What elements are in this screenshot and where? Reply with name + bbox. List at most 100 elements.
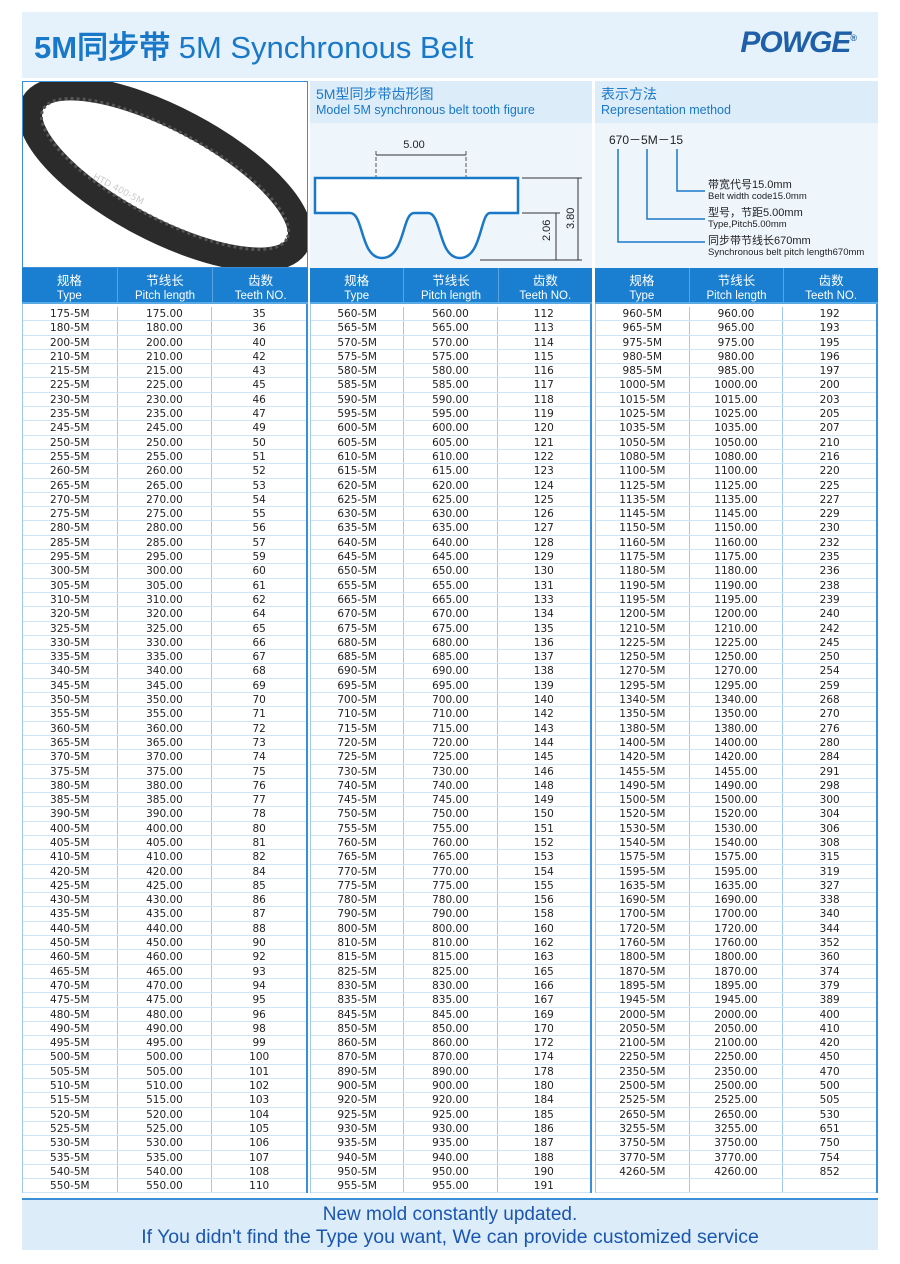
pitch-length-cell: 255.00 xyxy=(118,449,213,464)
pitch-length-cell: 625.00 xyxy=(404,492,498,507)
table-row: 230-5M 230.00 46 xyxy=(23,392,306,408)
type-cell: 430-5M xyxy=(23,893,118,907)
type-cell: 975-5M xyxy=(596,335,690,349)
table-row: 515-5M 515.00 103 xyxy=(23,1093,306,1108)
pitch-length-cell: 950.00 xyxy=(404,1164,498,1179)
type-cell: 1195-5M xyxy=(596,592,690,607)
type-cell: 500-5M xyxy=(23,1050,118,1064)
page-header: 5M同步带 5M Synchronous Belt POWGE® xyxy=(22,12,878,78)
table-row: 1945-5M 1945.00 389 xyxy=(596,993,876,1008)
teeth-cell: 84 xyxy=(252,865,266,878)
teeth-cell: 42 xyxy=(252,350,266,363)
rep-width-cn: 带宽代号15.0mm xyxy=(708,179,792,191)
teeth-cell: 117 xyxy=(533,379,554,392)
type-cell: 260-5M xyxy=(23,464,118,478)
teeth-cell: 291 xyxy=(819,765,840,778)
type-cell: 1125-5M xyxy=(596,478,690,492)
pitch-length-cell: 470.00 xyxy=(118,978,213,993)
table-row: 355-5M 355.00 71 xyxy=(23,707,306,722)
type-cell: 270-5M xyxy=(23,492,118,507)
pitch-length-cell: 390.00 xyxy=(118,807,213,821)
type-cell: 470-5M xyxy=(23,978,118,993)
table-row: 465-5M 465.00 93 xyxy=(23,964,306,979)
pitch-length-cell: 3750.00 xyxy=(690,1136,784,1150)
teeth-cell: 300 xyxy=(819,794,840,807)
teeth-cell: 184 xyxy=(533,1094,554,1107)
teeth-cell: 150 xyxy=(533,808,554,821)
teeth-cell: 268 xyxy=(819,694,840,707)
type-cell: 1035-5M xyxy=(596,421,690,435)
type-cell: 1175-5M xyxy=(596,550,690,564)
table-row: 745-5M 745.00 149 xyxy=(311,793,590,808)
teeth-cell: 352 xyxy=(819,937,840,950)
pitch-length-cell: 1760.00 xyxy=(690,936,784,950)
type-cell: 295-5M xyxy=(23,550,118,564)
type-cell: 1720-5M xyxy=(596,921,690,936)
teeth-cell: 158 xyxy=(533,908,554,921)
column-header: 齿数 Teeth NO. xyxy=(784,268,878,302)
pitch-length-cell: 650.00 xyxy=(404,564,498,578)
tooth-title-en: Model 5M synchronous belt tooth figure xyxy=(316,103,535,117)
teeth-cell: 85 xyxy=(252,879,266,892)
pitch-length-cell: 380.00 xyxy=(118,778,213,793)
pitch-length-cell: 925.00 xyxy=(404,1107,498,1121)
type-cell: 325-5M xyxy=(23,621,118,635)
table-row: 280-5M 280.00 56 xyxy=(23,521,306,536)
pitch-length-cell: 615.00 xyxy=(404,464,498,478)
teeth-cell: 193 xyxy=(819,322,840,335)
type-cell: 1050-5M xyxy=(596,435,690,449)
pitch-length-cell: 1340.00 xyxy=(690,693,784,707)
type-cell: 825-5M xyxy=(311,964,405,978)
teeth-cell: 152 xyxy=(533,836,554,849)
pitch-length-cell: 400.00 xyxy=(118,821,213,835)
rep-width-en: Belt width code15.0mm xyxy=(708,191,807,202)
table-row: 210-5M 210.00 42 xyxy=(23,349,306,365)
teeth-cell: 69 xyxy=(252,679,266,692)
type-cell: 670-5M xyxy=(311,607,405,621)
table-row: 720-5M 720.00 144 xyxy=(311,735,590,751)
type-cell: 365-5M xyxy=(23,735,118,750)
pitch-length-cell: 955.00 xyxy=(404,1179,498,1193)
page-title: 5M同步带 5M Synchronous Belt xyxy=(34,22,473,67)
pitch-length-cell: 1150.00 xyxy=(690,521,784,535)
pitch-length-cell: 340.00 xyxy=(118,664,213,678)
pitch-length-cell: 940.00 xyxy=(404,1150,498,1164)
pitch-length-cell: 355.00 xyxy=(118,707,213,721)
column-header: 规格 Type xyxy=(595,268,690,302)
type-cell: 935-5M xyxy=(311,1136,405,1150)
table-row: 615-5M 615.00 123 xyxy=(311,464,590,479)
pitch-length-cell: 1080.00 xyxy=(690,449,784,464)
table-row: 310-5M 310.00 62 xyxy=(23,592,306,608)
teeth-cell: 242 xyxy=(819,622,840,635)
table-row: 1490-5M 1490.00 298 xyxy=(596,778,876,794)
pitch-length-cell: 1895.00 xyxy=(690,978,784,993)
type-cell: 4260-5M xyxy=(596,1164,690,1179)
header-en: Pitch length xyxy=(420,290,482,302)
table-row: 965-5M 965.00 193 xyxy=(596,321,876,336)
type-cell: 230-5M xyxy=(23,392,118,407)
table-row: 680-5M 680.00 136 xyxy=(311,635,590,651)
table-row: 1700-5M 1700.00 340 xyxy=(596,907,876,922)
pitch-length-cell: 2525.00 xyxy=(690,1093,784,1107)
table-header: 规格 Type 节线长 Pitch length 齿数 Teeth NO. xyxy=(595,268,878,304)
type-cell: 440-5M xyxy=(23,921,118,936)
size-table-2: 规格 Type 节线长 Pitch length 齿数 Teeth NO. 560-5M 56… xyxy=(310,268,592,1194)
table-row: 1350-5M 1350.00 270 xyxy=(596,707,876,722)
teeth-cell: 108 xyxy=(249,1165,270,1178)
type-cell: 300-5M xyxy=(23,564,118,578)
teeth-cell: 327 xyxy=(819,879,840,892)
type-cell: 245-5M xyxy=(23,421,118,435)
type-cell: 450-5M xyxy=(23,936,118,950)
pitch-length-cell: 1380.00 xyxy=(690,721,784,735)
representation-panel: 表示方法 Representation method 670－5M－15 带宽代号… xyxy=(595,81,878,268)
teeth-cell: 185 xyxy=(533,1108,554,1121)
type-cell: 1575-5M xyxy=(596,850,690,864)
table-row: 955-5M 955.00 191 xyxy=(311,1179,590,1194)
table-row: 1025-5M 1025.00 205 xyxy=(596,407,876,422)
size-table-3: 规格 Type 节线长 Pitch length 齿数 Teeth NO. 960-5M 96… xyxy=(595,268,878,1194)
table-row: 685-5M 685.00 137 xyxy=(311,650,590,665)
pitch-length-cell: 835.00 xyxy=(404,993,498,1007)
teeth-cell: 319 xyxy=(819,865,840,878)
teeth-cell: 133 xyxy=(533,593,554,606)
pitch-length-cell: 640.00 xyxy=(404,535,498,550)
